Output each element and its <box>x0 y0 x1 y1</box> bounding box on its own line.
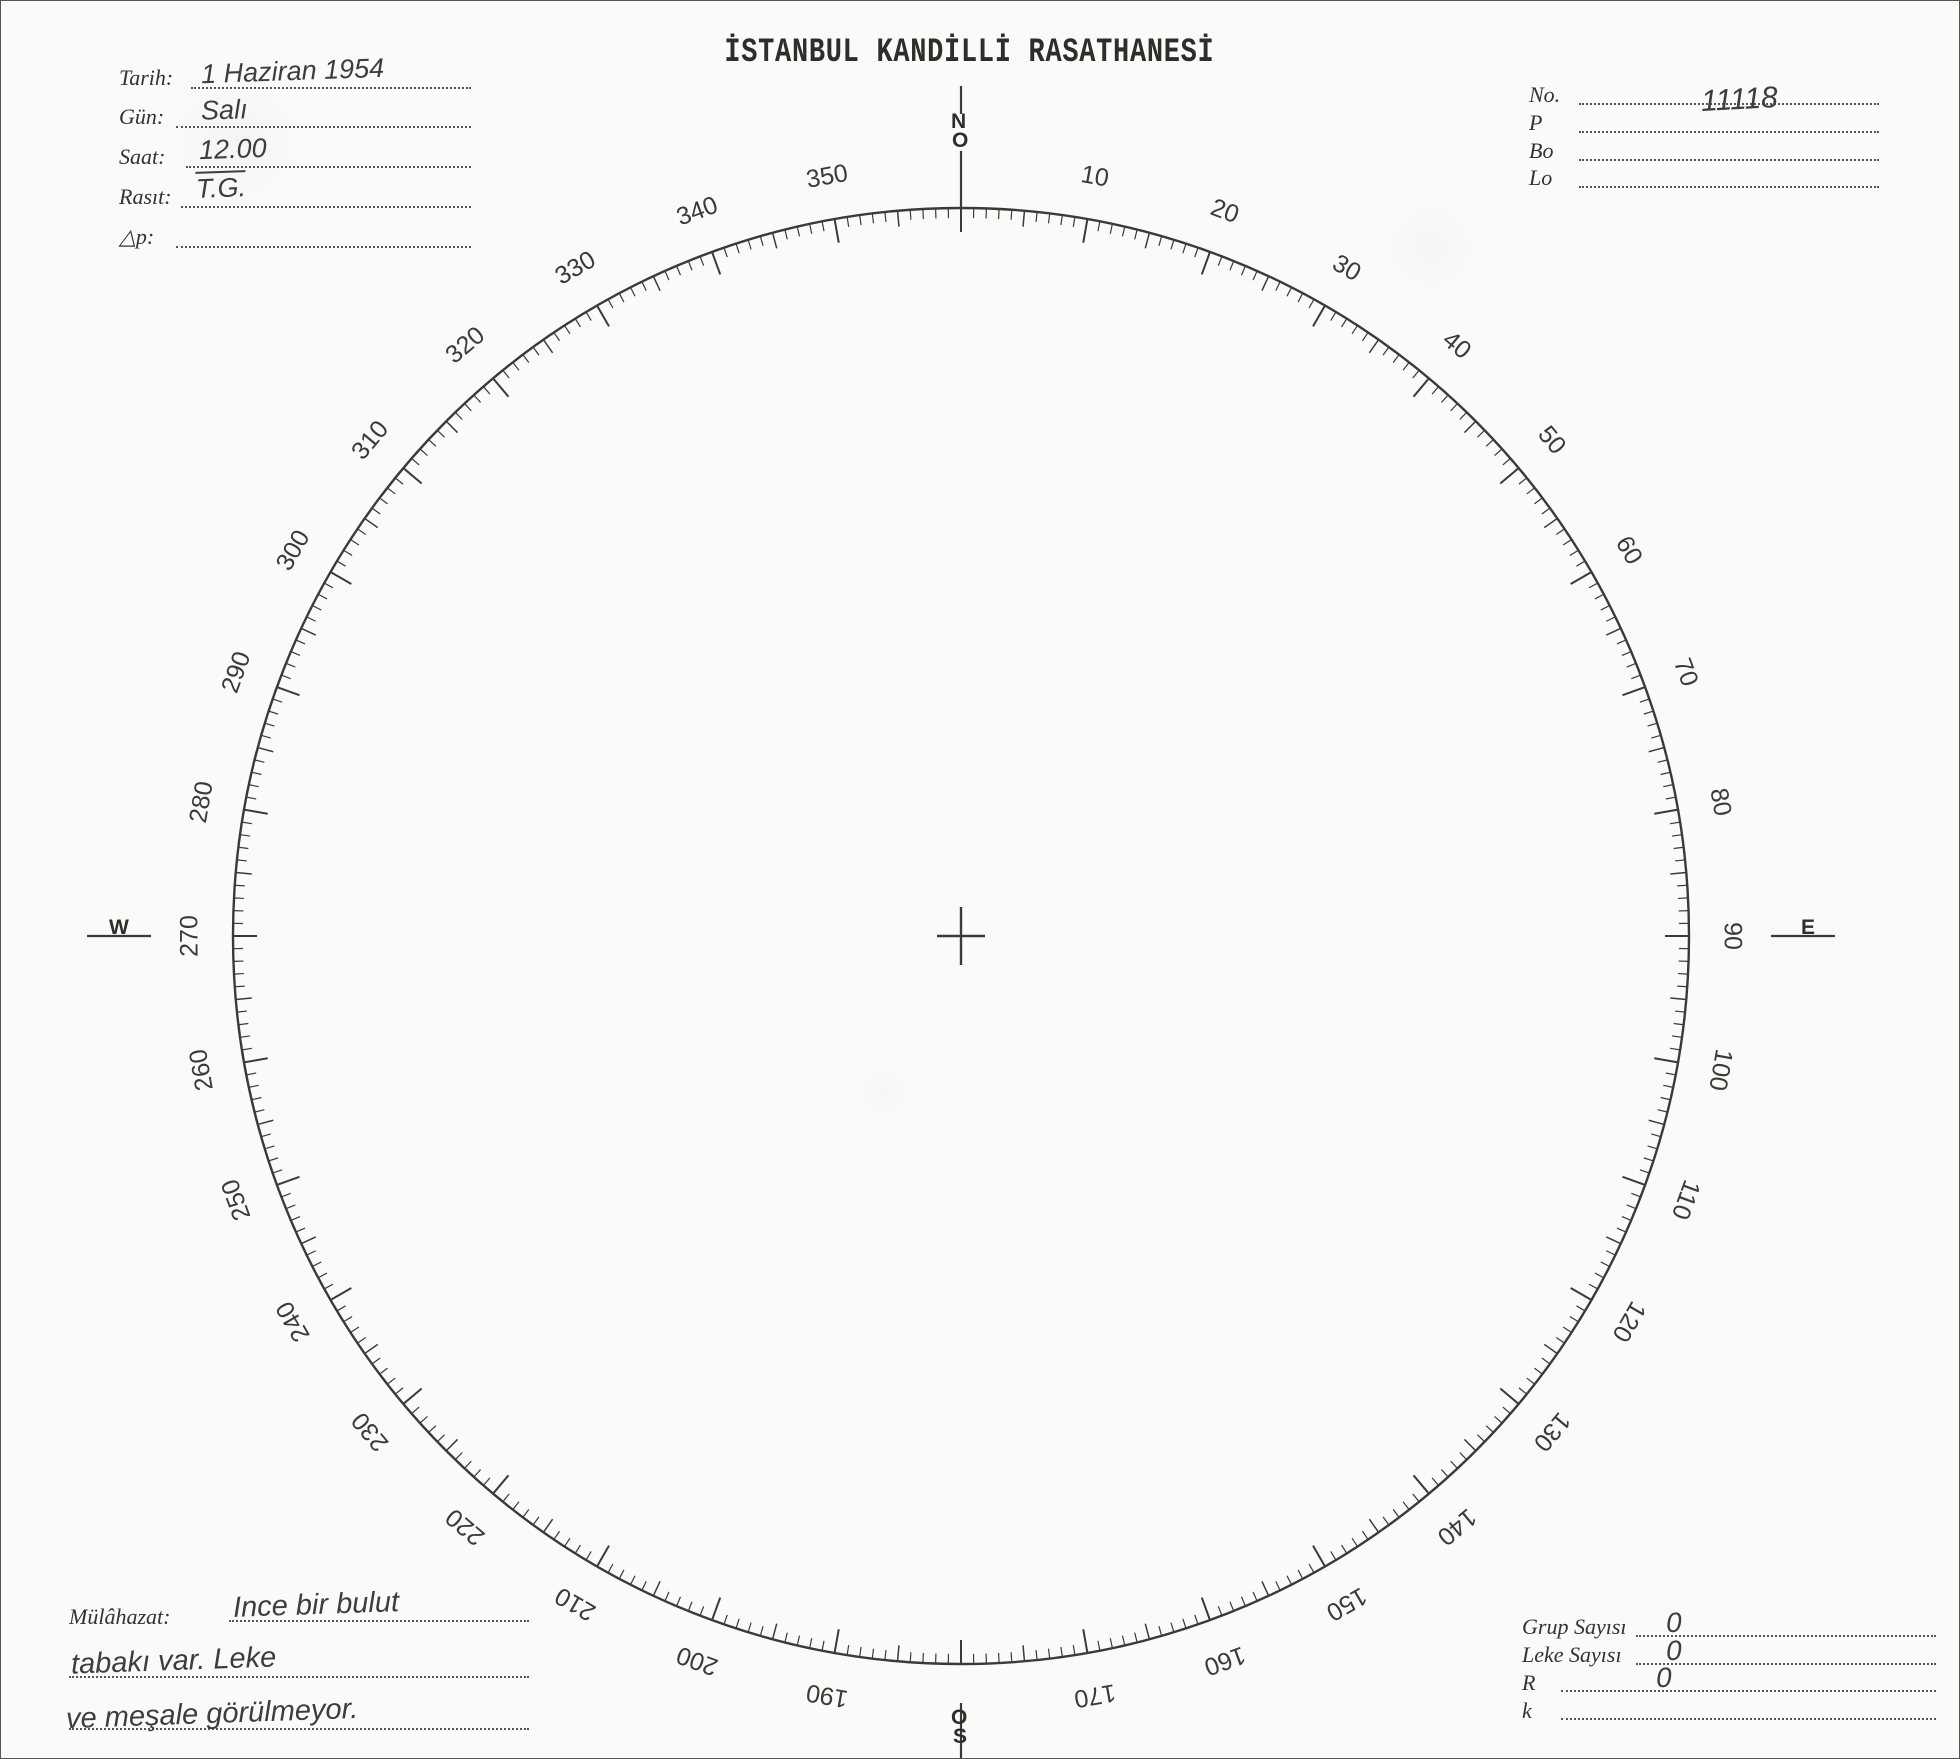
svg-text:30: 30 <box>1328 249 1366 287</box>
svg-text:330: 330 <box>550 245 600 290</box>
svg-text:270: 270 <box>176 915 204 957</box>
svg-text:90: 90 <box>1718 922 1746 950</box>
svg-text:310: 310 <box>346 415 394 465</box>
svg-text:210: 210 <box>550 1581 600 1626</box>
svg-text:300: 300 <box>270 525 315 575</box>
svg-text:230: 230 <box>346 1407 394 1457</box>
svg-text:140: 140 <box>1432 1503 1482 1551</box>
svg-text:130: 130 <box>1528 1407 1576 1457</box>
svg-text:40: 40 <box>1437 325 1476 364</box>
svg-text:20: 20 <box>1207 193 1243 229</box>
svg-text:120: 120 <box>1606 1297 1651 1347</box>
svg-text:150: 150 <box>1322 1581 1372 1626</box>
svg-text:220: 220 <box>440 1503 490 1551</box>
svg-text:190: 190 <box>804 1678 850 1713</box>
svg-text:160: 160 <box>1200 1641 1249 1682</box>
svg-text:80: 80 <box>1704 786 1736 818</box>
svg-text:240: 240 <box>270 1297 315 1347</box>
svg-text:70: 70 <box>1668 654 1704 690</box>
svg-text:100: 100 <box>1703 1047 1738 1093</box>
svg-text:110: 110 <box>1666 1176 1706 1223</box>
svg-text:50: 50 <box>1532 421 1571 460</box>
svg-text:260: 260 <box>184 1047 219 1093</box>
svg-text:350: 350 <box>804 159 850 194</box>
svg-text:10: 10 <box>1079 160 1111 192</box>
svg-text:320: 320 <box>440 321 490 369</box>
svg-text:170: 170 <box>1072 1678 1118 1713</box>
svg-text:200: 200 <box>673 1641 722 1682</box>
svg-text:250: 250 <box>216 1175 257 1224</box>
svg-text:290: 290 <box>216 648 257 697</box>
svg-text:280: 280 <box>184 779 219 825</box>
svg-text:340: 340 <box>673 191 722 232</box>
svg-text:60: 60 <box>1610 531 1648 569</box>
